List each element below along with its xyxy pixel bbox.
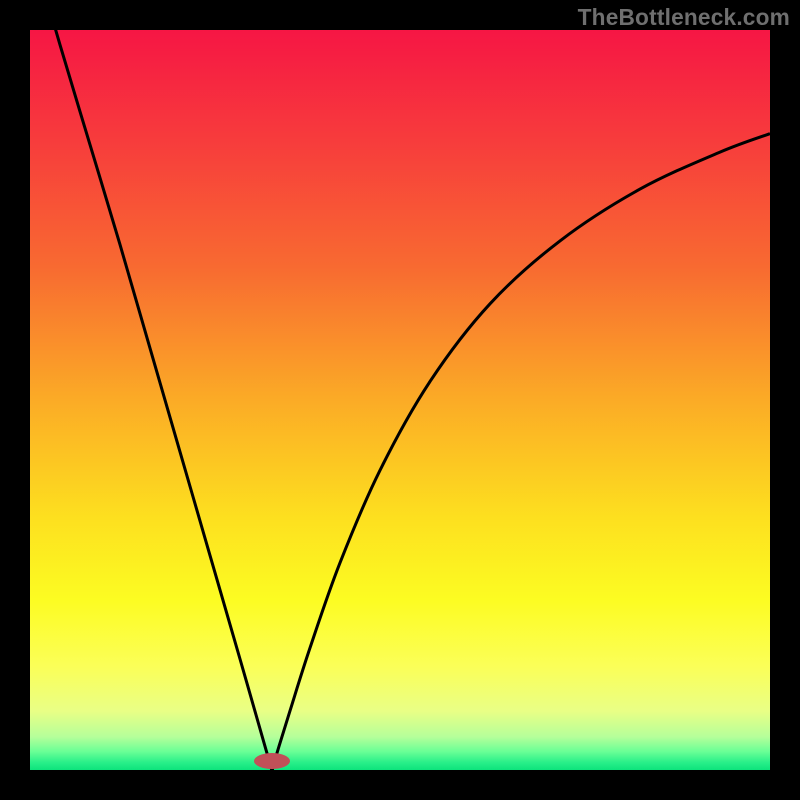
- watermark-text: TheBottleneck.com: [578, 4, 790, 31]
- plot-background: [30, 30, 770, 770]
- chart-container: TheBottleneck.com: [0, 0, 800, 800]
- optimal-marker: [254, 753, 290, 769]
- chart-svg: [0, 0, 800, 800]
